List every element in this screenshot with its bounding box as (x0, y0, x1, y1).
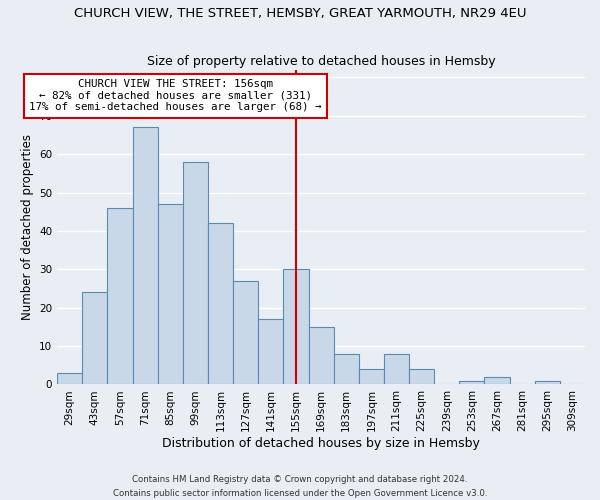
Bar (82, 292, 107, 384)
Y-axis label: Number of detached properties: Number of detached properties (20, 134, 34, 320)
Bar (208, 223, 233, 384)
Title: Size of property relative to detached houses in Hemsby: Size of property relative to detached ho… (147, 56, 496, 68)
Bar (384, 354, 409, 384)
Bar (133, 128, 158, 384)
Bar (334, 354, 359, 384)
Bar (535, 380, 560, 384)
Bar (107, 208, 133, 384)
Bar (158, 204, 183, 384)
Bar (359, 369, 384, 384)
Bar (233, 281, 258, 384)
Bar (308, 327, 334, 384)
Bar (409, 369, 434, 384)
Bar (484, 377, 509, 384)
Text: CHURCH VIEW THE STREET: 156sqm
← 82% of detached houses are smaller (331)
17% of: CHURCH VIEW THE STREET: 156sqm ← 82% of … (29, 80, 322, 112)
Bar (283, 270, 308, 384)
Bar (183, 162, 208, 384)
Text: CHURCH VIEW, THE STREET, HEMSBY, GREAT YARMOUTH, NR29 4EU: CHURCH VIEW, THE STREET, HEMSBY, GREAT Y… (74, 8, 526, 20)
Bar (258, 319, 283, 384)
Text: Contains HM Land Registry data © Crown copyright and database right 2024.
Contai: Contains HM Land Registry data © Crown c… (113, 476, 487, 498)
X-axis label: Distribution of detached houses by size in Hemsby: Distribution of detached houses by size … (162, 437, 480, 450)
Bar (57, 373, 82, 384)
Bar (460, 380, 484, 384)
